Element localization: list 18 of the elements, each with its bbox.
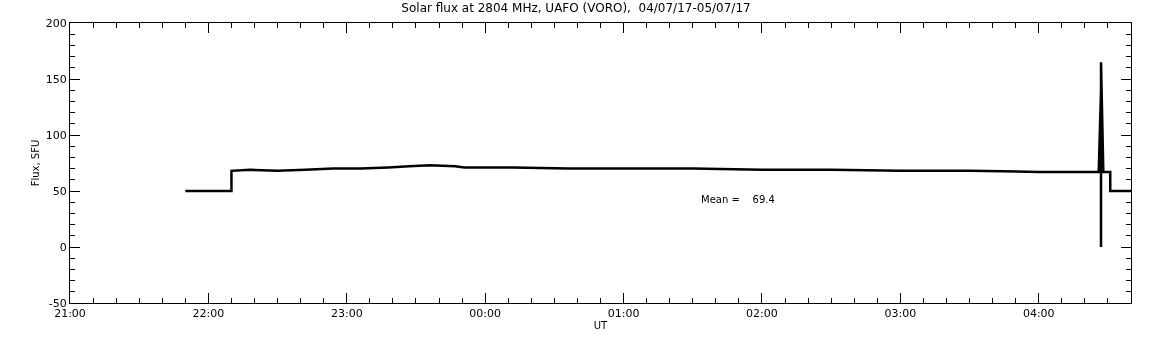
x-axis-title: UT <box>593 320 609 332</box>
x-tick-label: 04:00 <box>1022 307 1055 321</box>
x-tick-label: 22:00 <box>192 307 225 321</box>
x-tick-label: 03:00 <box>884 307 917 321</box>
y-tick-label: 50 <box>52 184 67 198</box>
y-axis-title: Flux, SFU <box>29 139 41 187</box>
chart-title: Solar flux at 2804 MHz, UAFO (VORO), 04/07/17-05/07/17 <box>401 0 751 15</box>
x-tick-label: 02:00 <box>746 307 778 321</box>
y-tick-label: 150 <box>45 72 67 86</box>
x-tick-label: 21:00 <box>54 307 86 321</box>
y-tick-label: 200 <box>45 16 67 30</box>
x-tick-label: 01:00 <box>607 307 640 321</box>
y-tick-label: -50 <box>48 296 67 310</box>
y-tick-label: 0 <box>59 240 67 254</box>
x-tick-label: 23:00 <box>330 307 363 321</box>
x-tick-label: 00:00 <box>469 307 502 321</box>
y-tick-label: 100 <box>45 128 67 142</box>
annotation: Mean = 69.4 <box>701 194 775 205</box>
